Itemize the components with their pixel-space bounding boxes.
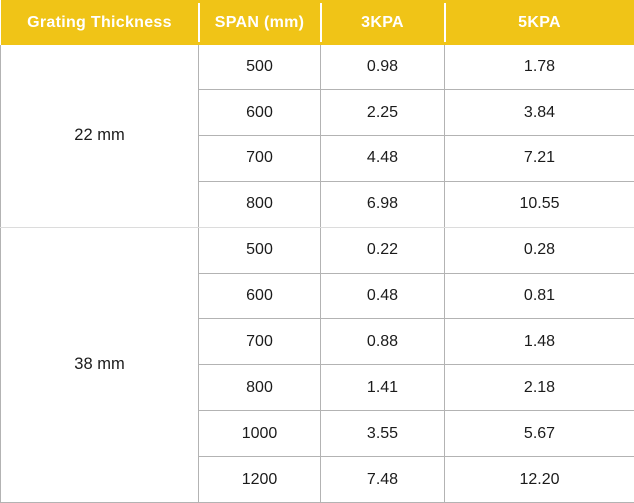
kpa5-cell: 7.21 — [444, 135, 634, 182]
kpa5-cell: 1.78 — [444, 45, 634, 91]
kpa3-cell: 3.55 — [320, 410, 445, 458]
header-grating-thickness: Grating Thickness — [0, 0, 199, 45]
kpa3-cell: 2.25 — [320, 89, 445, 137]
table-row: 38 mm 500 0.22 0.28 — [0, 226, 634, 503]
kpa3-cell: 7.48 — [320, 456, 445, 503]
kpa3-cell: 0.98 — [320, 45, 445, 91]
thickness-cell-22mm: 22 mm — [0, 45, 199, 228]
kpa3-cell: 0.48 — [320, 272, 445, 320]
header-span-mm: SPAN (mm) — [197, 0, 321, 45]
table-row: 700 4.48 7.21 — [1, 135, 634, 182]
span-cell: 1200 — [198, 456, 321, 503]
table-row: 600 2.25 3.84 — [1, 89, 634, 137]
kpa5-cell: 5.67 — [444, 410, 634, 458]
table-row: 800 1.41 2.18 — [1, 364, 634, 412]
span-cell: 800 — [198, 364, 321, 412]
span-cell: 600 — [198, 89, 321, 137]
span-cell: 800 — [198, 180, 321, 228]
table-row: 1000 3.55 5.67 — [1, 410, 634, 458]
kpa3-cell: 0.22 — [320, 226, 445, 274]
kpa5-cell: 3.84 — [444, 89, 634, 137]
kpa3-cell: 6.98 — [320, 180, 445, 228]
span-cell: 600 — [198, 272, 321, 320]
kpa5-cell: 2.18 — [444, 364, 634, 412]
span-cell: 500 — [198, 45, 321, 91]
span-cell: 700 — [198, 318, 321, 366]
table-row: 700 0.88 1.48 — [1, 318, 634, 366]
kpa3-cell: 0.88 — [320, 318, 445, 366]
header-5kpa: 5KPA — [443, 0, 634, 45]
span-cell: 1000 — [198, 410, 321, 458]
span-cell: 700 — [198, 135, 321, 182]
kpa3-cell: 1.41 — [320, 364, 445, 412]
table-row: 600 0.48 0.81 — [1, 272, 634, 320]
thickness-cell-38mm: 38 mm — [0, 226, 199, 503]
kpa5-cell: 0.81 — [444, 272, 634, 320]
kpa3-cell: 4.48 — [320, 135, 445, 182]
kpa5-cell: 0.28 — [444, 226, 634, 274]
table-row: 800 6.98 10.55 — [1, 180, 634, 228]
table-header-row: Grating Thickness SPAN (mm) 3KPA 5KPA — [0, 0, 634, 45]
table-row: 1200 7.48 12.20 — [1, 456, 634, 503]
table-row: 22 mm 500 0.98 1.78 — [0, 45, 634, 228]
kpa5-cell: 12.20 — [444, 456, 634, 503]
kpa5-cell: 10.55 — [444, 180, 634, 228]
header-3kpa: 3KPA — [319, 0, 445, 45]
kpa5-cell: 1.48 — [444, 318, 634, 366]
span-cell: 500 — [198, 226, 321, 274]
